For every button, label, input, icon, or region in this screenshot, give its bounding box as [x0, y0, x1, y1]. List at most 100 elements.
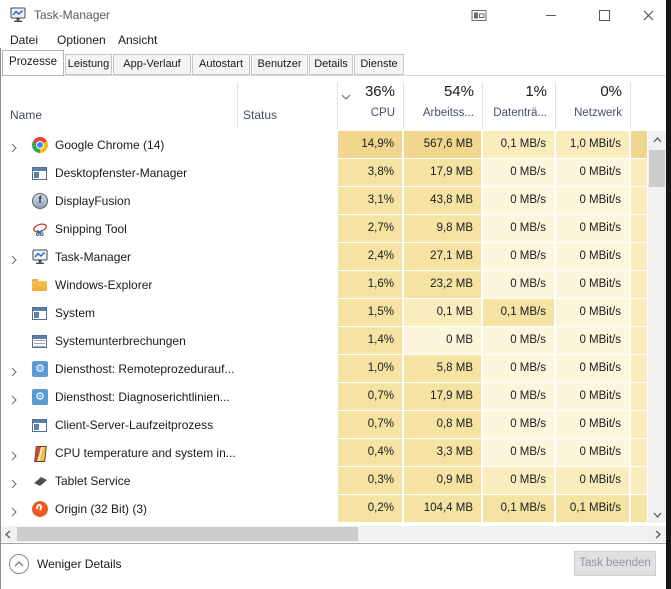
- tab-benutzer[interactable]: Benutzer: [251, 54, 308, 75]
- cell-net: 1,0 MBit/s: [556, 131, 629, 158]
- table-row[interactable]: CPU temperature and system in... 0,4% 3,3 …: [0, 439, 666, 467]
- minimize-button[interactable]: [534, 0, 568, 30]
- table-row[interactable]: Snipping Tool 2,7% 9,8 MB 0 MB/s 0 MBit/s: [0, 215, 666, 243]
- scroll-right-icon[interactable]: [650, 526, 666, 542]
- table-row[interactable]: Windows-Explorer 1,6% 23,2 MB 0 MB/s 0 MBit/…: [0, 271, 666, 299]
- table-row[interactable]: Diensthost: Diagnoserichtlinien... 0,7%17…: [0, 383, 666, 411]
- cell-disk: 0,1 MB/s: [483, 495, 554, 522]
- partial-next-column-cell: [631, 131, 647, 158]
- process-name: Google Chrome (14): [55, 138, 165, 152]
- partial-next-column-cell: [631, 159, 647, 186]
- process-name: Snipping Tool: [55, 222, 127, 236]
- column-header-mem[interactable]: 54% Arbeitss...: [403, 76, 482, 130]
- process-name: Task-Manager: [55, 250, 132, 264]
- table-row[interactable]: Client-Server-Laufzeitprozess 0,7% 0,8 MB 0…: [0, 411, 666, 439]
- gear-icon: [32, 389, 48, 405]
- less-details-toggle[interactable]: Weniger Details: [9, 552, 121, 576]
- vertical-scroll-thumb[interactable]: [649, 150, 665, 187]
- table-row[interactable]: Systemunterbrechungen 1,4% 0 MB 0 MB/s 0 MBi…: [0, 327, 666, 355]
- cell-mem: 43,8 MB: [404, 187, 481, 214]
- tablet-icon: [32, 473, 48, 489]
- cell-cpu: 3,1%: [338, 187, 402, 214]
- cell-net: 0 MBit/s: [556, 327, 629, 354]
- chevron-right-icon[interactable]: [11, 504, 19, 517]
- process-name: Diensthost: Diagnoserichtlinien...: [55, 390, 230, 404]
- process-name: Systemunterbrechungen: [55, 334, 186, 348]
- cell-cpu: 0,3%: [338, 467, 402, 494]
- process-name: DisplayFusion: [55, 194, 131, 208]
- cell-disk: 0 MB/s: [483, 159, 554, 186]
- process-name: CPU temperature and system in...: [55, 446, 236, 460]
- partial-next-column-cell: [631, 243, 647, 270]
- cell-disk: 0,1 MB/s: [483, 299, 554, 326]
- cell-disk: 0 MB/s: [483, 383, 554, 410]
- cell-cpu: 2,4%: [338, 243, 402, 270]
- chevron-right-icon[interactable]: [11, 140, 19, 153]
- tab-app-verlauf[interactable]: App-Verlauf: [113, 54, 191, 75]
- monitor-icon[interactable]: [462, 0, 496, 30]
- chrome-icon: [32, 137, 48, 153]
- end-task-button[interactable]: Task beenden: [574, 551, 656, 576]
- column-header-cpu[interactable]: 36% CPU: [337, 76, 403, 130]
- chevron-right-icon[interactable]: [11, 252, 19, 265]
- header-separator: [337, 82, 338, 129]
- close-button[interactable]: [631, 0, 665, 30]
- header-separator: [482, 82, 483, 129]
- cell-cpu: 0,4%: [338, 439, 402, 466]
- menu-item-optionen[interactable]: Optionen: [57, 33, 106, 47]
- process-name: Diensthost: Remoteprozedurauf...: [55, 362, 235, 376]
- chevron-down-icon: [341, 87, 351, 105]
- snipping-tool-icon: [32, 221, 48, 237]
- column-usage-percent: 0%: [600, 83, 622, 100]
- chevron-right-icon[interactable]: [11, 448, 19, 461]
- cell-net: 0 MBit/s: [556, 299, 629, 326]
- partial-next-column-cell: [631, 355, 647, 382]
- header-separator: [630, 82, 631, 129]
- cell-disk: 0 MB/s: [483, 467, 554, 494]
- close-icon: [643, 10, 653, 20]
- table-row[interactable]: DisplayFusion 3,1%43,8 MB0 MB/s0 MBit/s: [0, 187, 666, 215]
- cell-mem: 104,4 MB: [404, 495, 481, 522]
- chevron-right-icon[interactable]: [11, 392, 19, 405]
- scroll-down-icon[interactable]: [648, 506, 666, 523]
- cell-cpu: 0,7%: [338, 383, 402, 410]
- vertical-scrollbar[interactable]: [648, 131, 666, 523]
- menu-item-datei[interactable]: Datei: [10, 33, 39, 47]
- table-row[interactable]: System 1,5% 0,1 MB 0,1 MB/s 0 MBit/s: [0, 299, 666, 327]
- window-border: [0, 48, 1, 589]
- column-header-name[interactable]: Name: [10, 108, 43, 122]
- table-row[interactable]: Tablet Service 0,3% 0,9 MB 0 MB/s 0 MBit/s: [0, 467, 666, 495]
- cell-disk: 0 MB/s: [483, 243, 554, 270]
- chevron-right-icon[interactable]: [11, 476, 19, 489]
- less-details-label: Weniger Details: [37, 557, 122, 571]
- tab-dienste[interactable]: Dienste: [354, 54, 404, 75]
- table-row[interactable]: Google Chrome (14) 14,9% 567,6 MB 0,1 MB/s 1…: [0, 131, 666, 159]
- table-row[interactable]: Desktopfenster-Manager 3,8% 17,9 MB 0 MB/s 0…: [0, 159, 666, 187]
- chevron-right-icon[interactable]: [11, 364, 19, 377]
- tab-prozesse[interactable]: Prozesse: [2, 50, 64, 76]
- window-icon: [32, 165, 48, 181]
- cell-mem: 0,1 MB: [404, 299, 481, 326]
- table-row[interactable]: Task-Manager 2,4% 27,1 MB 0 MB/s 0 MBit/s: [0, 243, 666, 271]
- cell-cpu: 3,8%: [338, 159, 402, 186]
- column-header-status[interactable]: Status: [243, 108, 278, 122]
- tab-autostart[interactable]: Autostart: [192, 54, 250, 75]
- window-title: Task-Manager: [34, 8, 111, 22]
- tab-leistung[interactable]: Leistung: [65, 54, 112, 75]
- gear-icon: [32, 361, 48, 377]
- scroll-up-icon[interactable]: [648, 131, 666, 148]
- table-row[interactable]: Diensthost: Remoteprozedurauf... 1,0%5,8 …: [0, 355, 666, 383]
- column-header-net[interactable]: 0% Netzwerk: [555, 76, 630, 130]
- cell-mem: 567,6 MB: [404, 131, 481, 158]
- scroll-left-icon[interactable]: [0, 526, 16, 542]
- maximize-button[interactable]: [587, 0, 621, 30]
- tab-details[interactable]: Details: [309, 54, 353, 75]
- horizontal-scroll-thumb[interactable]: [17, 527, 358, 541]
- process-name: Desktopfenster-Manager: [55, 166, 188, 180]
- horizontal-scrollbar[interactable]: [0, 526, 666, 542]
- column-header-disk[interactable]: 1% Datenträ...: [482, 76, 555, 130]
- table-row[interactable]: Origin (32 Bit) (3) 0,2% 104,4 MB 0,1 MB/s 0…: [0, 495, 666, 523]
- cell-disk: 0 MB/s: [483, 411, 554, 438]
- menu-item-ansicht[interactable]: Ansicht: [118, 33, 158, 47]
- process-name: Origin (32 Bit) (3): [55, 502, 148, 516]
